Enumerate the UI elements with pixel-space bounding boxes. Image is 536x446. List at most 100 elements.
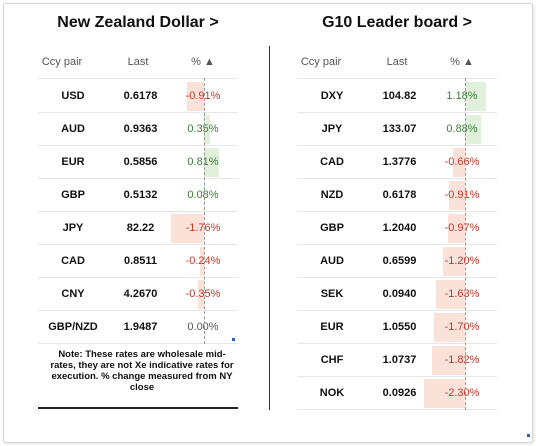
ccy-pair-cell: GBP (61, 189, 85, 201)
resize-corner-icon (232, 338, 235, 341)
pct-change-cell: -1.70% (444, 321, 480, 333)
pct-change-sort-header[interactable]: % ▲ (450, 56, 474, 68)
pct-change-cell: 0.88% (446, 123, 478, 135)
g10-table-header: Ccy pair Last % ▲ (297, 48, 497, 79)
table-row: CNY 4.2670 -0.35% (38, 278, 238, 311)
ccy-pair-cell: AUD (320, 255, 344, 267)
ccy-pair-cell: JPY (321, 123, 343, 135)
last-rate-cell: 1.0550 (382, 321, 417, 333)
ccy-pair-cell: USD (61, 90, 85, 102)
ccy-pair-cell: NZD (320, 189, 344, 201)
negative-change-bar (197, 280, 204, 309)
pct-change-cell: 1.18% (446, 90, 478, 102)
pct-change-cell: -1.20% (444, 255, 480, 267)
last-rate-cell: 1.3776 (382, 156, 417, 168)
ccy-pair-cell: GBP (320, 222, 344, 234)
pct-change-cell: -0.91% (185, 90, 221, 102)
table-row: NOK 0.0926 -2.30% (297, 377, 497, 410)
last-rate-cell: 0.6599 (382, 255, 417, 267)
last-rate-cell: 0.9363 (123, 123, 158, 135)
table-row: EUR 0.5856 0.81% (38, 146, 238, 179)
ccy-pair-cell: CNY (61, 288, 85, 300)
nzd-panel-title-link[interactable]: New Zealand Dollar > (57, 14, 219, 31)
table-row: NZD 0.6178 -0.91% (297, 179, 497, 212)
table-row: DXY 104.82 1.18% (297, 80, 497, 113)
last-rate-cell: 82.22 (126, 222, 155, 234)
negative-change-bar (435, 280, 465, 309)
pct-change-sort-header[interactable]: % ▲ (191, 56, 215, 68)
ccy-pair-cell: NOK (319, 387, 345, 399)
last-rate-cell: 0.6178 (382, 189, 417, 201)
pct-change-cell: -0.91% (444, 189, 480, 201)
ccy-pair-cell: GBP/NZD (48, 321, 98, 333)
ccy-pair-cell: AUD (61, 123, 85, 135)
table-row: AUD 0.9363 0.35% (38, 113, 238, 146)
panel-divider (269, 46, 270, 410)
widget-frame: New Zealand Dollar > Ccy pair Last % ▲ U… (3, 3, 533, 443)
negative-change-bar (171, 214, 204, 243)
negative-change-bar (187, 82, 204, 111)
table-row: JPY 133.07 0.88% (297, 113, 497, 146)
pct-change-cell: -0.24% (185, 255, 221, 267)
table-row: GBP/NZD 1.9487 0.00% (38, 311, 238, 344)
pct-change-cell: -1.63% (444, 288, 480, 300)
pct-change-cell: 0.00% (187, 321, 219, 333)
pct-change-cell: 0.08% (187, 189, 219, 201)
negative-change-bar (423, 379, 465, 408)
table-row: JPY 82.22 -1.76% (38, 212, 238, 245)
pct-change-cell: 0.35% (187, 123, 219, 135)
ccy-pair-header: Ccy pair (41, 56, 83, 68)
ccy-pair-cell: EUR (61, 156, 85, 168)
table-row: GBP 0.5132 0.08% (38, 179, 238, 212)
last-rate-cell: 1.2040 (382, 222, 417, 234)
pct-change-cell: -1.82% (444, 354, 480, 366)
last-rate-cell: 0.8511 (123, 255, 158, 267)
zero-baseline (465, 78, 466, 410)
pct-change-cell: -0.66% (444, 156, 480, 168)
last-rate-cell: 4.2670 (123, 288, 158, 300)
nzd-table-body: USD 0.6178 -0.91% AUD 0.9363 0.35% EUR 0.5856 0.… (38, 78, 238, 344)
ccy-pair-cell: JPY (62, 222, 84, 234)
positive-change-bar (204, 148, 219, 177)
last-rate-cell: 0.5856 (123, 156, 158, 168)
pct-change-cell: -1.76% (185, 222, 221, 234)
pct-change-cell: -2.30% (444, 387, 480, 399)
negative-change-bar (448, 181, 465, 210)
last-rate-cell: 0.0926 (382, 387, 417, 399)
last-rate-cell: 0.5132 (123, 189, 158, 201)
positive-change-bar (465, 115, 481, 144)
pct-change-cell: 0.81% (187, 156, 219, 168)
last-rate-cell: 1.0737 (382, 354, 417, 366)
negative-change-bar (447, 214, 465, 243)
last-rate-cell: 0.6178 (123, 90, 158, 102)
positive-change-bar (204, 115, 211, 144)
rates-disclaimer-note: Note: These rates are wholesale mid-rate… (50, 349, 234, 393)
table-row: EUR 1.0550 -1.70% (297, 311, 497, 344)
negative-change-bar (434, 313, 465, 342)
last-rate-cell: 0.0940 (382, 288, 417, 300)
table-row: CAD 1.3776 -0.66% (297, 146, 497, 179)
table-row: CAD 0.8511 -0.24% (38, 245, 238, 278)
table-row: USD 0.6178 -0.91% (38, 80, 238, 113)
last-rate-cell: 133.07 (382, 123, 417, 135)
negative-change-bar (199, 247, 204, 276)
note-divider (38, 407, 238, 409)
pct-change-cell: -0.35% (185, 288, 221, 300)
negative-change-bar (453, 148, 465, 177)
g10-panel-title-link[interactable]: G10 Leader board > (322, 14, 472, 31)
table-row: CHF 1.0737 -1.82% (297, 344, 497, 377)
ccy-pair-cell: EUR (320, 321, 344, 333)
ccy-pair-header: Ccy pair (300, 56, 342, 68)
ccy-pair-cell: CAD (61, 255, 85, 267)
last-header: Last (386, 56, 408, 68)
resize-corner-icon (527, 434, 530, 437)
last-rate-cell: 1.9487 (123, 321, 158, 333)
ccy-pair-cell: SEK (320, 288, 344, 300)
nzd-table-header: Ccy pair Last % ▲ (38, 48, 238, 79)
ccy-pair-cell: CAD (320, 156, 344, 168)
last-header: Last (127, 56, 149, 68)
last-rate-cell: 104.82 (382, 90, 417, 102)
table-row: GBP 1.2040 -0.97% (297, 212, 497, 245)
table-row: SEK 0.0940 -1.63% (297, 278, 497, 311)
negative-change-bar (443, 247, 465, 276)
